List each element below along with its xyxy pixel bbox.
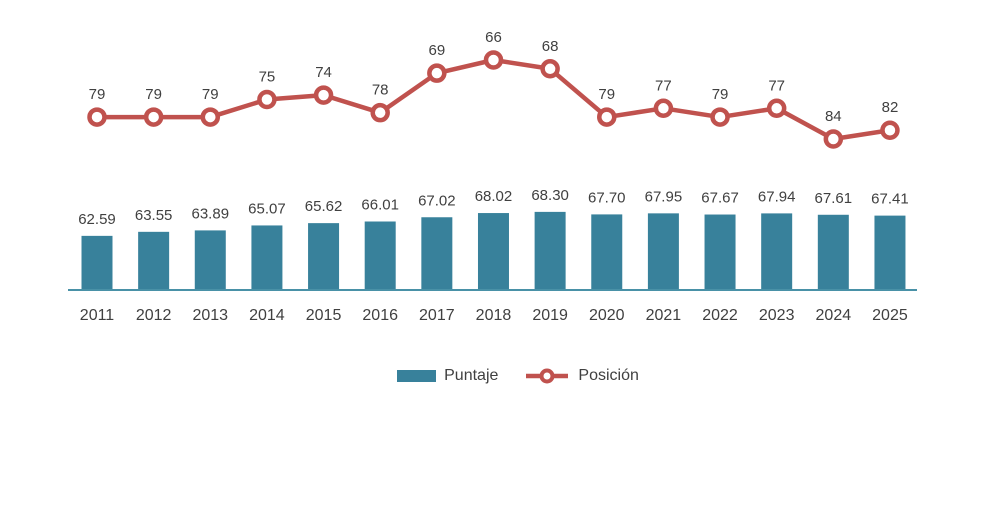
x-axis-label: 2018 [476, 307, 512, 324]
bar-value-label: 62.59 [78, 211, 116, 228]
line-value-label: 75 [259, 69, 276, 86]
x-axis-label: 2015 [306, 307, 342, 324]
legend-bar-swatch-icon [397, 370, 437, 382]
bar-value-label: 63.55 [135, 207, 173, 224]
line-marker [143, 107, 164, 127]
line-marker [87, 107, 107, 127]
bar [251, 225, 283, 290]
bar [477, 213, 509, 290]
line-marker [880, 120, 900, 140]
bar-value-label: 66.01 [361, 196, 399, 213]
bar [194, 230, 226, 290]
bar [761, 213, 793, 290]
line-value-label: 78 [372, 82, 389, 99]
line-marker [257, 89, 277, 110]
x-axis-label: 2011 [80, 307, 115, 324]
x-axis-label: 2021 [646, 307, 682, 324]
line-marker [427, 63, 447, 83]
bar-value-label: 67.61 [815, 190, 853, 207]
line-value-label: 74 [315, 64, 332, 81]
bar [817, 214, 849, 290]
legend-marker-circle [539, 368, 555, 384]
combo-chart: 62.59 2011 63.55 2012 63.89 2013 65.07 2014 65.6… [68, 29, 917, 324]
line-marker [483, 50, 504, 70]
bar [421, 217, 453, 290]
line-marker [313, 85, 334, 105]
line-value-label: 69 [428, 42, 445, 59]
x-axis-label: 2017 [419, 307, 455, 324]
line-marker [597, 107, 617, 127]
legend-label-posicion: Posición [578, 367, 639, 384]
legend-label-puntaje: Puntaje [444, 367, 499, 384]
line-value-label: 77 [768, 77, 785, 94]
bar-value-label: 67.70 [588, 189, 626, 206]
line-value-label: 79 [89, 86, 106, 103]
bar [874, 215, 906, 290]
bar-value-label: 67.94 [758, 188, 796, 205]
line-marker [710, 107, 730, 127]
x-axis-label: 2012 [136, 307, 172, 324]
bar [704, 214, 736, 290]
line-marker [200, 107, 221, 127]
bar-value-label: 68.30 [531, 187, 569, 204]
x-axis-label: 2013 [192, 307, 228, 324]
bar [364, 221, 396, 290]
x-axis-label: 2019 [532, 307, 568, 324]
bar [138, 231, 170, 290]
chart-legend: Puntaje Posición [18, 368, 1000, 384]
line-marker [370, 102, 390, 123]
line-value-label: 82 [882, 99, 899, 116]
line-value-label: 66 [485, 29, 502, 46]
x-axis-label: 2020 [589, 307, 625, 324]
bar [534, 211, 566, 290]
line-value-label: 77 [655, 77, 672, 94]
bar [308, 223, 340, 290]
x-axis-label: 2024 [816, 307, 852, 324]
line-value-label: 79 [598, 86, 615, 103]
bar-value-label: 65.07 [248, 200, 286, 217]
x-axis-label: 2022 [702, 307, 738, 324]
x-axis-label: 2014 [249, 307, 285, 324]
line-value-label: 79 [712, 86, 729, 103]
line-value-label: 68 [542, 38, 559, 55]
line-marker [540, 59, 560, 79]
legend-item-puntaje: Puntaje [397, 368, 498, 384]
bar-value-label: 67.41 [871, 191, 909, 208]
legend-item-posicion: Posición [524, 367, 639, 384]
line-marker [653, 98, 674, 119]
line-marker [823, 129, 844, 149]
legend-line-marker-swatch-icon [526, 368, 569, 384]
bar [647, 213, 679, 290]
bar-value-label: 67.02 [418, 192, 456, 209]
bar-value-label: 63.89 [192, 205, 230, 222]
line-value-label: 84 [825, 108, 842, 125]
x-axis-label: 2025 [872, 307, 908, 324]
bar-value-label: 65.62 [305, 198, 343, 215]
bar [591, 214, 623, 290]
bar-value-label: 68.02 [475, 188, 513, 205]
line-value-label: 79 [202, 86, 219, 103]
x-axis-label: 2016 [362, 307, 398, 324]
bar-value-label: 67.67 [701, 190, 739, 207]
line-marker [766, 98, 787, 119]
x-axis-label: 2023 [759, 307, 795, 324]
line-value-label: 79 [145, 86, 162, 103]
bar [81, 235, 113, 290]
bar-value-label: 67.95 [645, 188, 683, 205]
